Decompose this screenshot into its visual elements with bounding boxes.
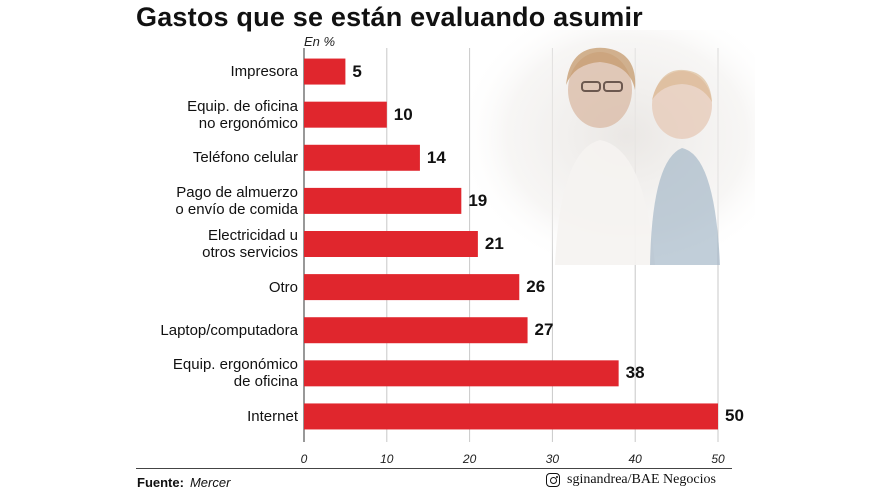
value-label: 10 xyxy=(393,104,413,124)
source-note: Fuente: Mercer xyxy=(137,475,230,490)
category-label: Electricidad u otros servicios xyxy=(202,227,298,261)
category-label: Teléfono celular xyxy=(192,149,298,167)
footer-divider xyxy=(136,468,732,469)
x-tick-label: 30 xyxy=(545,452,560,466)
category-label: Otro xyxy=(268,278,298,296)
bar xyxy=(304,144,420,171)
x-tick-label: 10 xyxy=(380,452,394,466)
source-label: Fuente: xyxy=(137,475,184,490)
bar xyxy=(304,101,387,128)
bar xyxy=(304,187,462,214)
instagram-icon xyxy=(546,473,560,487)
bar xyxy=(304,58,346,85)
value-label: 19 xyxy=(468,190,488,210)
source-value: Mercer xyxy=(189,475,231,490)
unit-label: En % xyxy=(304,34,336,49)
value-label: 5 xyxy=(352,61,362,81)
bar xyxy=(304,360,619,387)
bar xyxy=(304,403,718,430)
category-label: Impresora xyxy=(230,63,298,81)
value-label: 26 xyxy=(526,277,546,297)
bar xyxy=(304,231,478,257)
credit-note: sginandrea/BAE Negocios xyxy=(546,472,716,488)
category-label: Pago de almuerzo o envío de comida xyxy=(175,183,298,218)
x-tick-label: 20 xyxy=(462,452,477,466)
x-tick-label: 0 xyxy=(300,452,308,466)
category-label: Equip. ergonómico de oficina xyxy=(172,356,298,391)
chart-title: Gastos que se están evaluando asumir xyxy=(136,2,643,32)
value-label: 27 xyxy=(534,320,554,340)
bar xyxy=(304,274,520,301)
category-label: Laptop/computadora xyxy=(160,321,298,339)
value-label: 50 xyxy=(725,406,744,426)
category-label: Equip. de oficina no ergonómico xyxy=(187,97,298,132)
x-tick-label: 40 xyxy=(628,452,642,466)
value-label: 38 xyxy=(625,363,645,383)
category-label: Internet xyxy=(247,407,298,425)
credit-text: sginandrea/BAE Negocios xyxy=(567,472,716,487)
value-label: 14 xyxy=(426,147,446,167)
x-tick-label: 50 xyxy=(711,452,725,466)
value-label: 21 xyxy=(484,234,504,253)
bar xyxy=(304,317,528,344)
